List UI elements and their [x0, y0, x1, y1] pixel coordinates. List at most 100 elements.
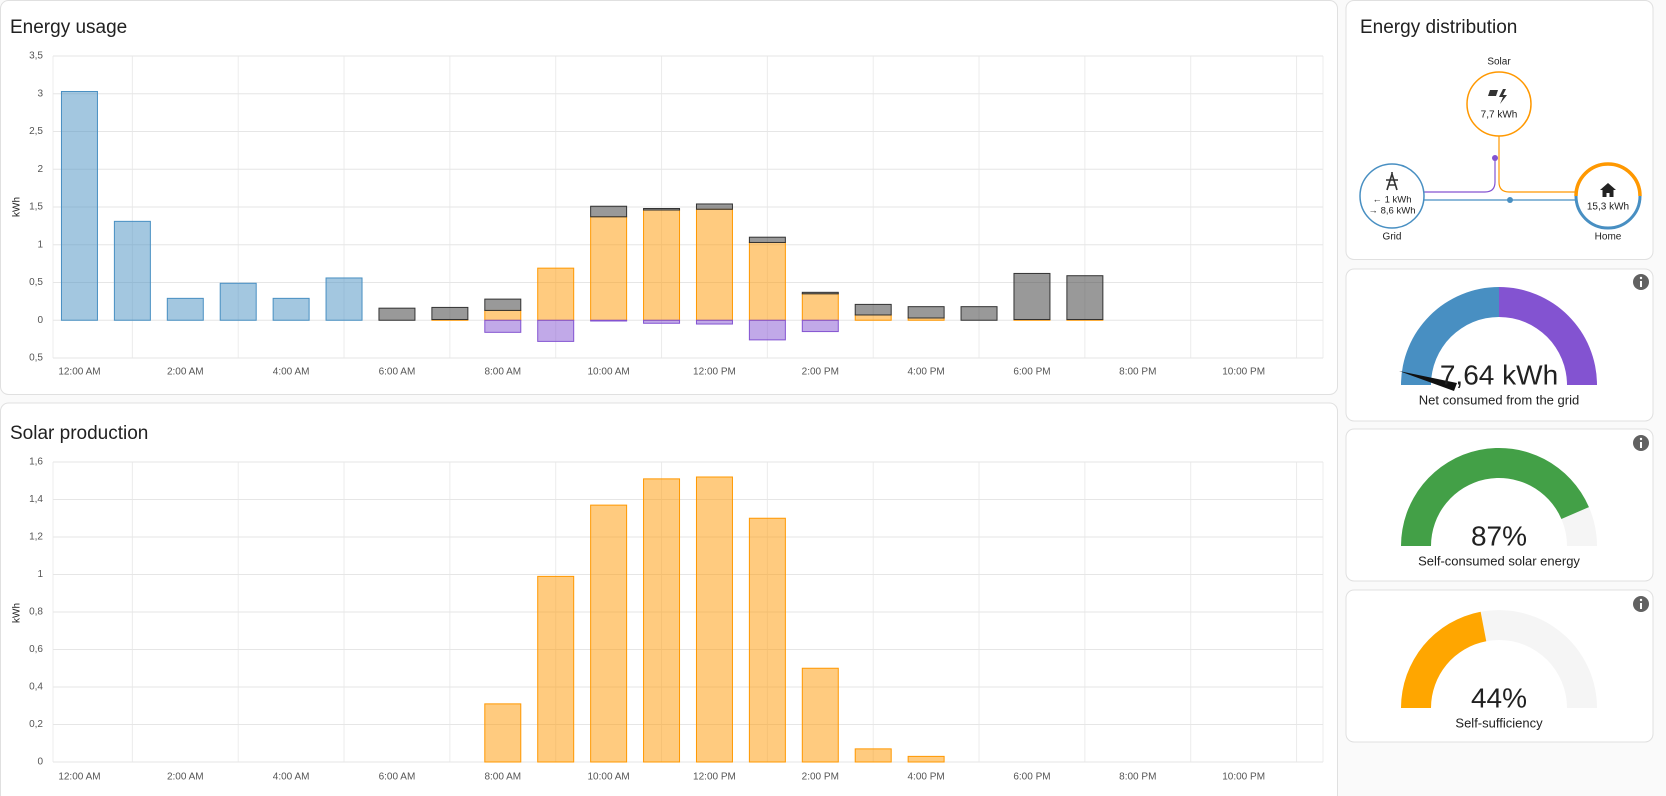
- y-tick-label: 1: [37, 569, 43, 580]
- bar: [590, 504, 628, 763]
- grid-icon: [1386, 172, 1398, 191]
- gauge-needle: [1399, 371, 1457, 391]
- bar: [748, 517, 786, 763]
- gauge-arc: [1499, 287, 1597, 385]
- bar: [748, 241, 786, 321]
- node-label: Home: [1595, 232, 1622, 243]
- y-axis-label: kWh: [12, 197, 23, 217]
- bar: [907, 755, 945, 763]
- node-label: Solar: [1487, 57, 1511, 68]
- gauge-arc: [1401, 611, 1487, 708]
- info-button[interactable]: [1633, 274, 1649, 290]
- x-tick-label: 6:00 PM: [1013, 772, 1050, 783]
- x-tick-label: 10:00 PM: [1222, 772, 1265, 783]
- bar: [484, 319, 522, 333]
- bar: [854, 303, 892, 316]
- bar: [484, 298, 522, 311]
- chart-title: Energy usage: [10, 17, 127, 38]
- home-node-solar-share: [1574, 162, 1642, 197]
- y-tick-label: 1,6: [29, 457, 43, 468]
- bar: [325, 277, 363, 321]
- x-tick-label: 12:00 AM: [58, 367, 100, 378]
- bar: [537, 267, 575, 321]
- x-tick-label: 8:00 AM: [484, 772, 521, 783]
- gauge-value: 7,64 kWh: [1440, 359, 1558, 390]
- y-tick-label: 1,4: [29, 494, 43, 505]
- bar: [1066, 275, 1104, 320]
- solar-node: [1466, 71, 1532, 137]
- bar: [643, 208, 681, 211]
- y-tick-label: 1,2: [29, 532, 43, 543]
- y-tick-label: 3,5: [29, 51, 43, 62]
- x-tick-label: 6:00 AM: [379, 772, 416, 783]
- y-tick-label: 0,5: [29, 277, 43, 288]
- y-tick-label: 2,5: [29, 126, 43, 137]
- gauge-arc: [1401, 448, 1589, 546]
- x-tick-label: 2:00 PM: [802, 772, 839, 783]
- x-tick-label: 2:00 PM: [802, 367, 839, 378]
- bar: [219, 282, 257, 321]
- card-title: Energy distribution: [1360, 17, 1517, 38]
- bar: [272, 297, 310, 321]
- grid-node: [1359, 163, 1425, 229]
- bar: [748, 319, 786, 341]
- bar: [960, 306, 998, 321]
- x-tick-label: 4:00 AM: [273, 367, 310, 378]
- bar: [854, 748, 892, 763]
- bar: [907, 306, 945, 319]
- gauge-label: Net consumed from the grid: [1419, 392, 1579, 407]
- gauge-value: 44%: [1471, 682, 1527, 713]
- home-icon: [1600, 183, 1616, 197]
- bar: [801, 667, 839, 763]
- gauge-label: Self-consumed solar energy: [1418, 553, 1580, 568]
- x-tick-label: 8:00 PM: [1119, 772, 1156, 783]
- x-tick-label: 4:00 AM: [273, 772, 310, 783]
- y-tick-label: 0,8: [29, 607, 43, 618]
- flow-dot: [1492, 155, 1498, 161]
- bar: [1013, 272, 1051, 320]
- x-tick-label: 2:00 AM: [167, 772, 204, 783]
- bar: [643, 209, 681, 321]
- bar: [801, 293, 839, 321]
- x-tick-label: 10:00 AM: [587, 367, 629, 378]
- info-button[interactable]: [1633, 596, 1649, 612]
- x-tick-label: 8:00 AM: [484, 367, 521, 378]
- y-axis-label: kWh: [12, 603, 23, 623]
- node-value: ← 1 kWh: [1372, 195, 1411, 206]
- bar: [590, 205, 628, 218]
- x-tick-label: 10:00 PM: [1222, 367, 1265, 378]
- info-button[interactable]: [1633, 435, 1649, 451]
- y-tick-label: 0: [37, 757, 43, 768]
- x-tick-label: 6:00 PM: [1013, 367, 1050, 378]
- y-tick-label: 3: [37, 88, 43, 99]
- bar: [695, 319, 733, 325]
- x-tick-label: 10:00 AM: [587, 772, 629, 783]
- gauge-arc: [1401, 287, 1499, 385]
- x-tick-label: 4:00 PM: [908, 367, 945, 378]
- bar: [748, 236, 786, 243]
- bar: [801, 291, 839, 295]
- bar: [537, 319, 575, 342]
- bar: [60, 90, 98, 321]
- x-tick-label: 8:00 PM: [1119, 367, 1156, 378]
- x-tick-label: 2:00 AM: [167, 367, 204, 378]
- x-tick-label: 12:00 PM: [693, 367, 736, 378]
- y-tick-label: 0,2: [29, 719, 43, 730]
- y-tick-label: 2: [37, 164, 43, 175]
- x-tick-label: 6:00 AM: [379, 367, 416, 378]
- x-tick-label: 12:00 AM: [58, 772, 100, 783]
- bar: [590, 216, 628, 321]
- gauge-value: 87%: [1471, 520, 1527, 551]
- bar: [695, 476, 733, 763]
- bar: [113, 220, 151, 321]
- y-tick-label: 0: [37, 315, 43, 326]
- x-tick-label: 4:00 PM: [908, 772, 945, 783]
- chart-title: Solar production: [10, 423, 148, 444]
- x-tick-label: 12:00 PM: [693, 772, 736, 783]
- flow-dot: [1507, 197, 1513, 203]
- node-value: → 8,6 kWh: [1369, 206, 1416, 217]
- bar: [695, 208, 733, 321]
- bar: [643, 478, 681, 763]
